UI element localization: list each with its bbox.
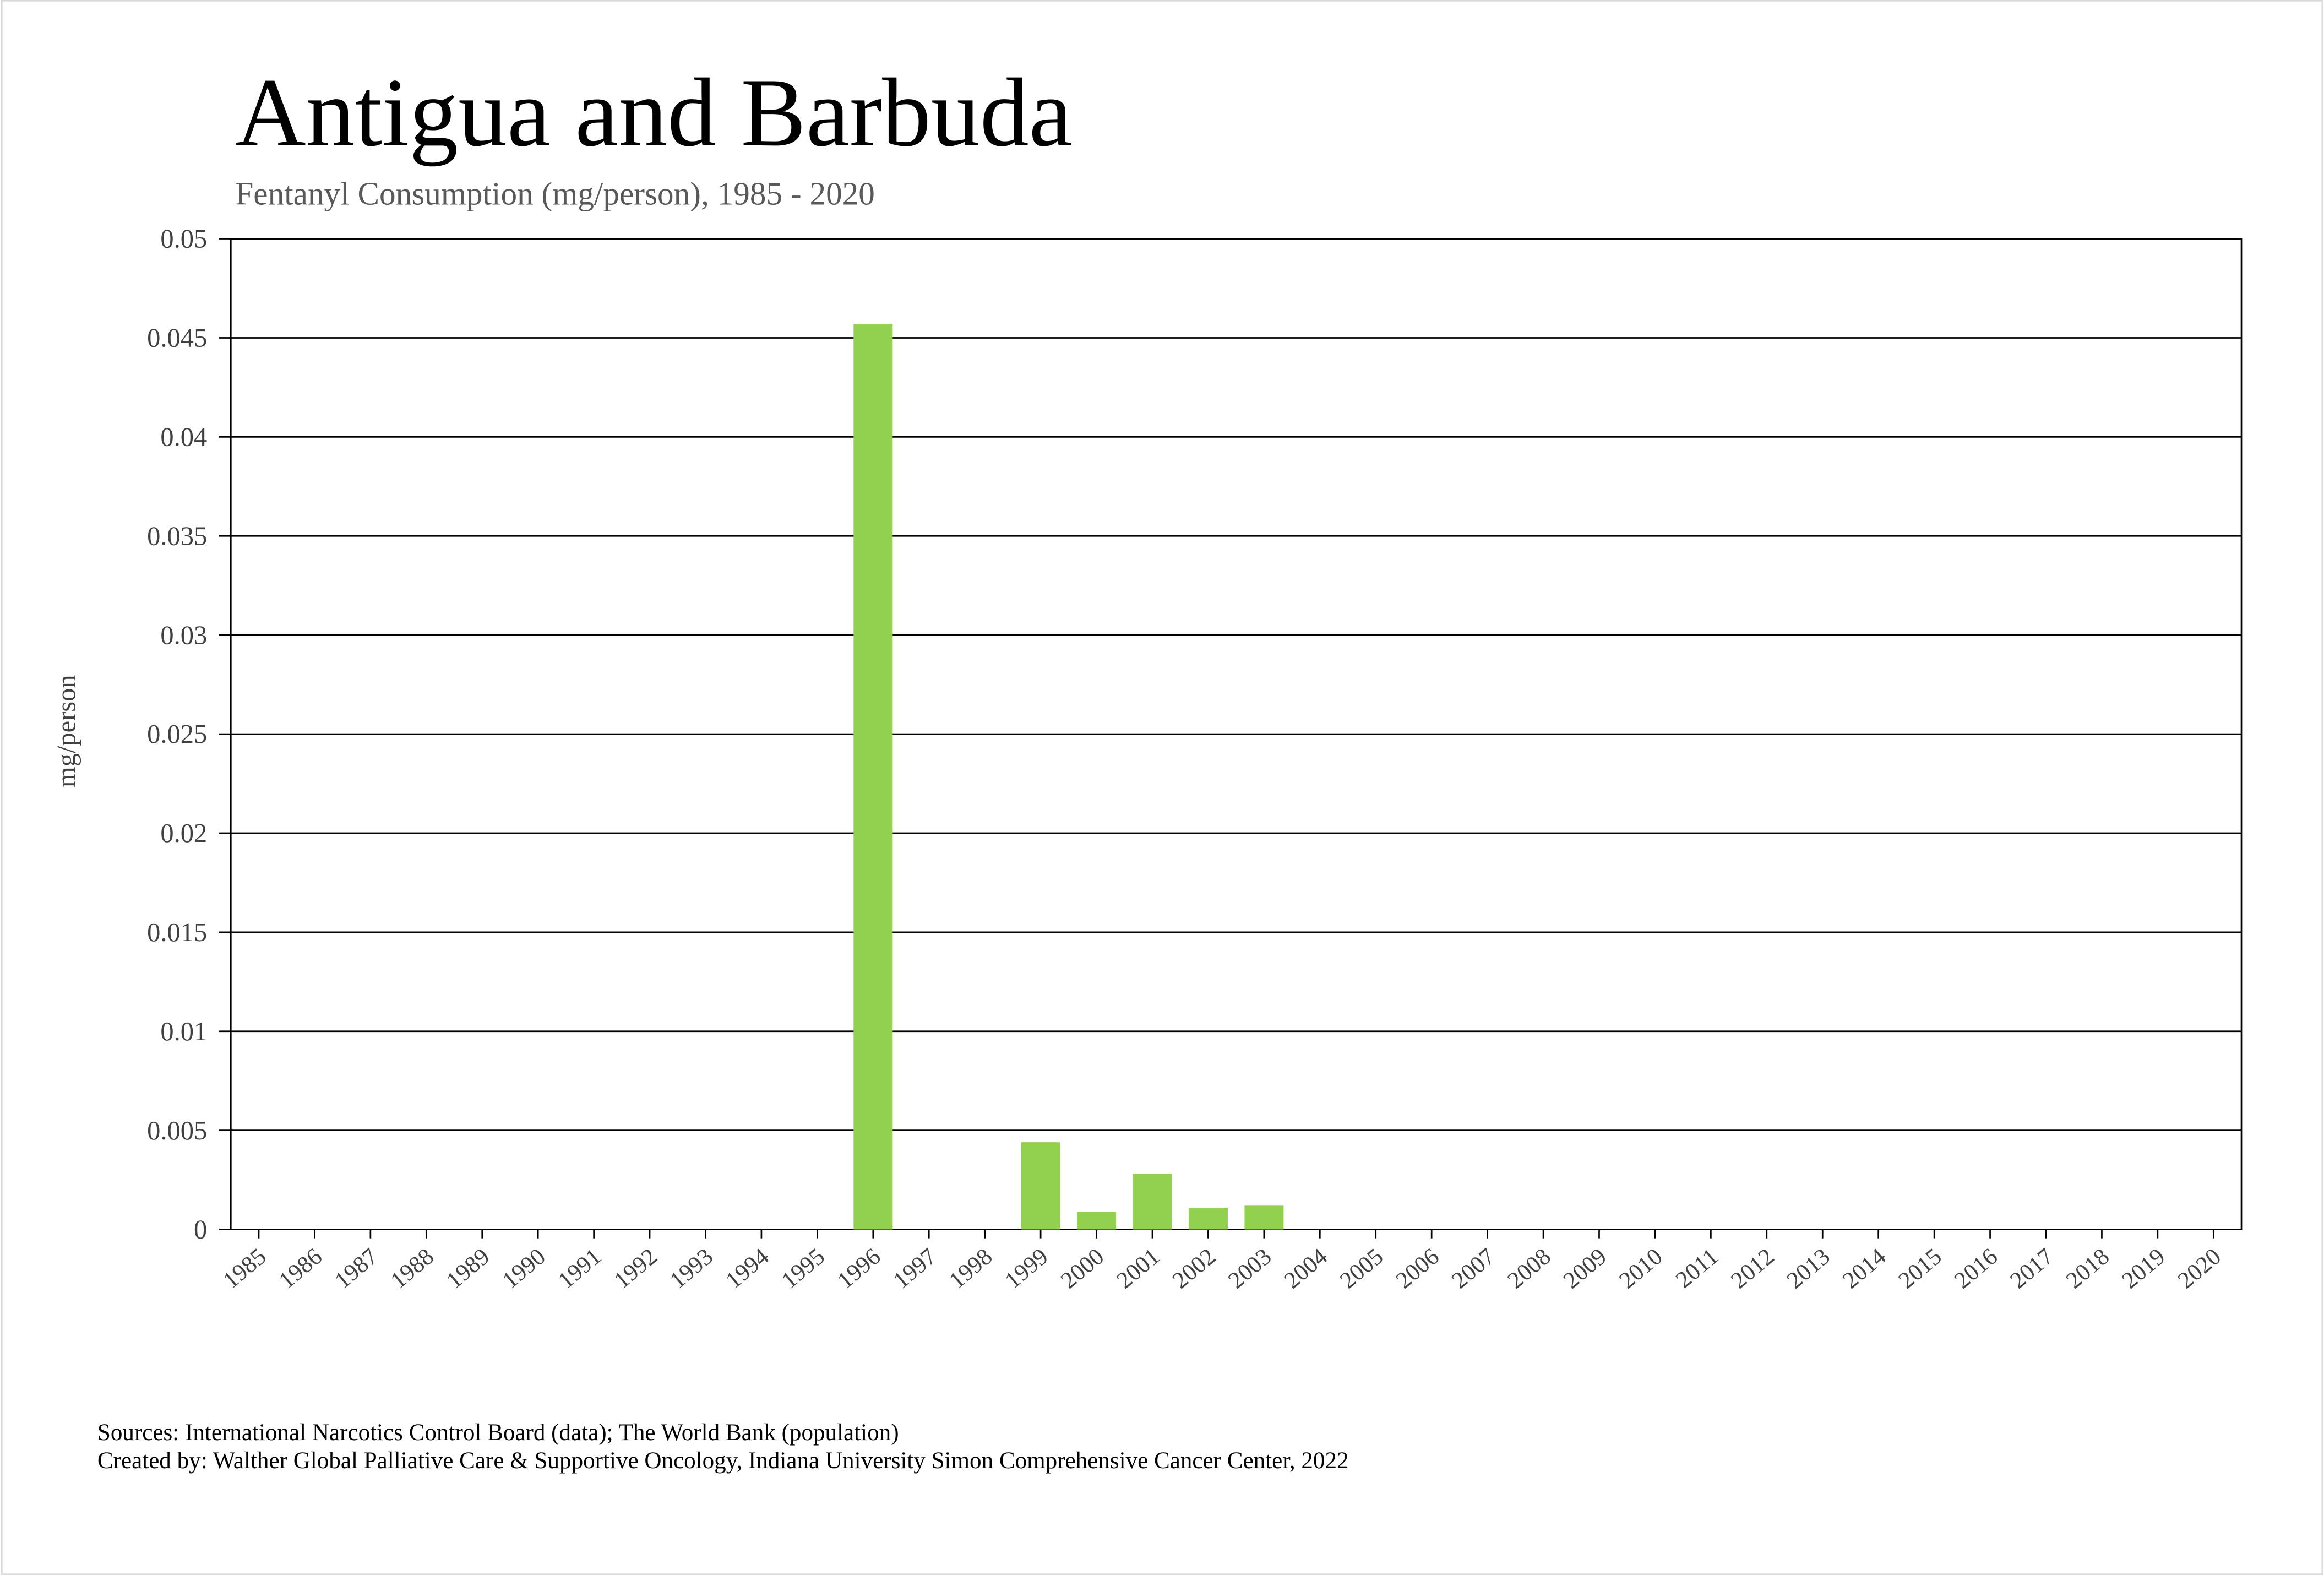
y-tick-label: 0.005 (147, 1116, 207, 1145)
bar (1077, 1212, 1117, 1230)
y-tick-label: 0.035 (147, 522, 207, 551)
y-tick-label: 0.01 (160, 1017, 207, 1046)
y-tick-label: 0 (194, 1215, 207, 1245)
y-tick-label: 0.045 (147, 324, 207, 353)
y-tick-label: 0.025 (147, 720, 207, 749)
bar (1021, 1142, 1060, 1230)
y-tick-label: 0.015 (147, 918, 207, 947)
chart-subtitle: Fentanyl Consumption (mg/person), 1985 -… (235, 176, 875, 212)
y-tick-label: 0.04 (160, 423, 207, 452)
credits-note: Created by: Walther Global Palliative Ca… (97, 1448, 1349, 1474)
chart-title: Antigua and Barbuda (235, 59, 1072, 167)
y-tick-label: 0.03 (160, 621, 207, 650)
bar (1244, 1205, 1284, 1230)
bar (1188, 1207, 1228, 1230)
bar (853, 324, 893, 1230)
y-tick-label: 0.02 (160, 819, 207, 848)
y-tick-label: 0.05 (160, 225, 207, 254)
sources-note: Sources: International Narcotics Control… (97, 1420, 899, 1446)
bar (1133, 1174, 1172, 1230)
y-axis-label: mg/person (52, 675, 81, 788)
